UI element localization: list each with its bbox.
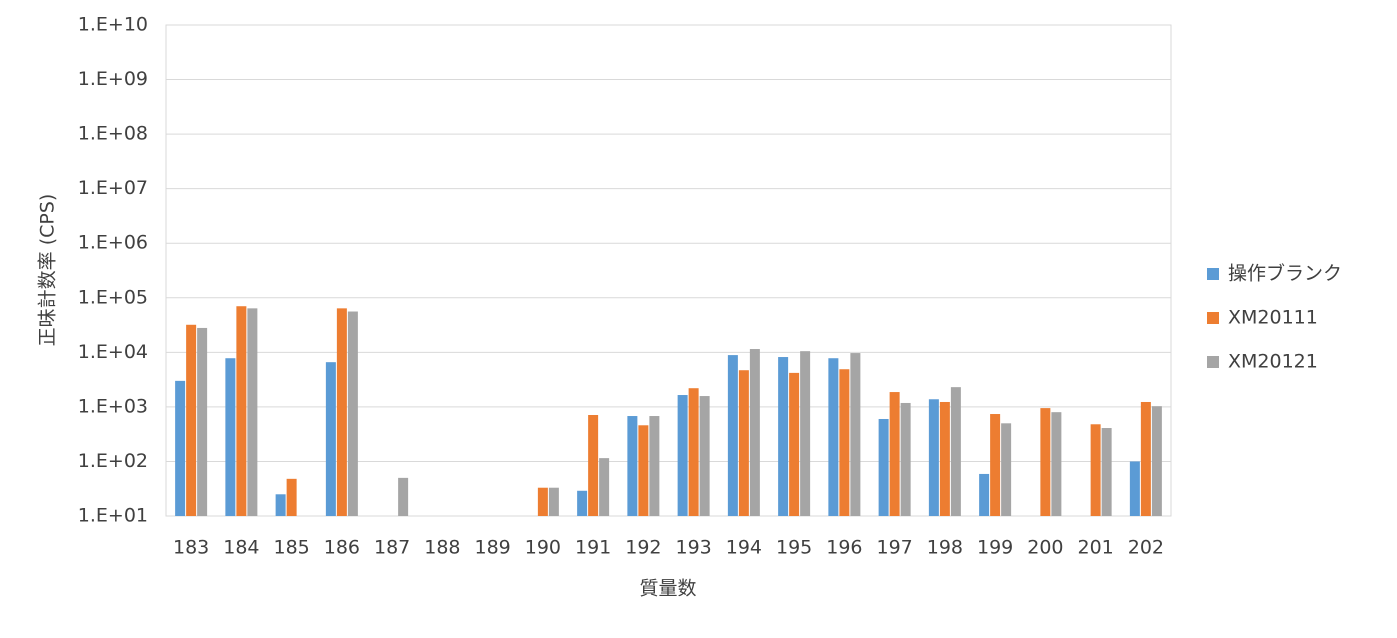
bar xyxy=(727,355,738,516)
bar xyxy=(638,425,649,516)
bar xyxy=(286,478,297,516)
bar xyxy=(900,402,911,516)
bar xyxy=(1040,408,1051,516)
bar xyxy=(627,416,638,516)
x-tick-label: 189 xyxy=(474,537,510,559)
bar xyxy=(275,494,286,516)
x-tick-label: 196 xyxy=(826,537,862,559)
legend-marker xyxy=(1207,312,1219,324)
bar xyxy=(749,349,760,516)
x-tick-label: 185 xyxy=(273,537,309,559)
bar xyxy=(1090,424,1101,516)
legend-label: XM20121 xyxy=(1228,351,1318,373)
x-tick-label: 198 xyxy=(927,537,963,559)
bar xyxy=(236,306,247,516)
bar xyxy=(677,395,688,516)
y-tick-label: 1.E+06 xyxy=(78,232,148,254)
x-tick-label: 187 xyxy=(374,537,410,559)
y-tick-label: 1.E+05 xyxy=(78,286,148,308)
x-tick-label: 183 xyxy=(173,537,209,559)
bar xyxy=(990,414,1001,516)
bar xyxy=(548,487,559,516)
bar xyxy=(789,372,800,516)
x-tick-label: 195 xyxy=(776,537,812,559)
y-tick-label: 1.E+10 xyxy=(78,14,148,36)
bar xyxy=(186,324,197,516)
y-tick-label: 1.E+07 xyxy=(78,177,148,199)
y-tick-label: 1.E+03 xyxy=(78,395,148,417)
x-tick-label: 199 xyxy=(977,537,1013,559)
x-tick-label: 188 xyxy=(424,537,460,559)
bar xyxy=(699,396,710,516)
x-tick-label: 200 xyxy=(1027,537,1063,559)
y-tick-label: 1.E+04 xyxy=(78,341,148,363)
bar xyxy=(225,358,236,516)
plot-border xyxy=(165,24,1172,517)
bar xyxy=(800,351,811,516)
y-tick-label: 1.E+09 xyxy=(78,68,148,90)
bar xyxy=(839,369,850,516)
bar xyxy=(950,387,961,516)
x-tick-label: 191 xyxy=(575,537,611,559)
bar xyxy=(197,327,208,516)
x-tick-label: 194 xyxy=(726,537,762,559)
y-tick-label: 1.E+01 xyxy=(78,505,148,527)
bar xyxy=(325,362,336,516)
bar xyxy=(928,399,939,516)
y-tick-label: 1.E+08 xyxy=(78,123,148,145)
x-tick-label: 190 xyxy=(525,537,561,559)
bar xyxy=(738,370,749,516)
bar xyxy=(1140,401,1151,516)
bar xyxy=(347,311,358,516)
bar xyxy=(778,357,789,516)
x-tick-label: 184 xyxy=(223,537,259,559)
bar xyxy=(828,358,839,516)
bar xyxy=(398,477,409,516)
bar xyxy=(599,458,610,516)
bar xyxy=(649,416,660,516)
bar xyxy=(1129,461,1140,516)
bar xyxy=(1051,412,1062,516)
bar xyxy=(1101,428,1112,516)
bar xyxy=(1151,406,1162,516)
legend-marker xyxy=(1207,268,1219,280)
bar xyxy=(688,388,699,516)
legend-marker xyxy=(1207,356,1219,368)
y-tick-label: 1.E+02 xyxy=(78,450,148,472)
x-tick-label: 192 xyxy=(625,537,661,559)
bar xyxy=(247,308,258,516)
bar xyxy=(537,487,548,516)
x-tick-label: 193 xyxy=(675,537,711,559)
bar xyxy=(1001,423,1012,516)
x-tick-label: 197 xyxy=(876,537,912,559)
bar xyxy=(336,308,347,516)
bar xyxy=(939,401,950,516)
x-axis-label: 質量数 xyxy=(639,578,696,600)
y-axis-label: 正味計数率 (CPS) xyxy=(37,194,59,347)
bar xyxy=(175,380,186,516)
bar xyxy=(577,490,588,516)
bar xyxy=(889,392,900,516)
x-tick-label: 186 xyxy=(324,537,360,559)
x-tick-label: 202 xyxy=(1128,537,1164,559)
bar xyxy=(588,415,599,516)
bar xyxy=(850,353,861,516)
bar xyxy=(979,473,990,516)
bar xyxy=(878,418,889,516)
legend-label: XM20111 xyxy=(1228,307,1318,329)
x-tick-label: 201 xyxy=(1077,537,1113,559)
legend-label: 操作ブランク xyxy=(1228,262,1342,285)
